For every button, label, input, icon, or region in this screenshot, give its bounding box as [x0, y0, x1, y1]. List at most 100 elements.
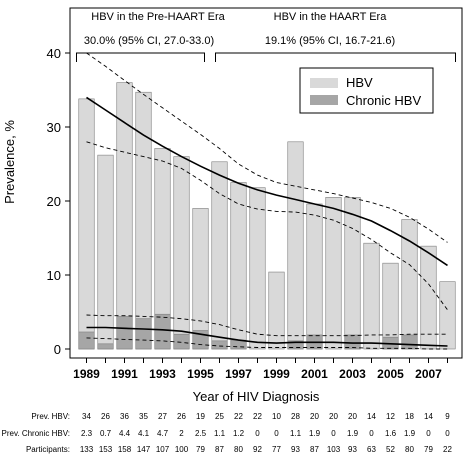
table-cell-r2-2004: 63 — [367, 445, 376, 454]
table-cell-r2-1991: 158 — [118, 445, 132, 454]
bar-hbv-2002 — [325, 197, 342, 350]
legend-swatch-hbv — [310, 78, 338, 88]
table-cell-r0-2008: 9 — [445, 412, 450, 421]
era-pre-haart-title: HBV in the Pre-HAART Era — [91, 11, 225, 23]
bar-chronic-hbv-2000 — [287, 340, 304, 350]
table-cell-r1-1994: 2 — [179, 429, 184, 438]
table-cell-r2-2007: 79 — [424, 445, 433, 454]
legend-box — [299, 67, 434, 114]
legend: HBV Chronic HBV — [299, 67, 434, 114]
bar-hbv-1994 — [173, 156, 190, 350]
bar-hbv-1995 — [192, 208, 209, 350]
table-cell-r2-2003: 93 — [348, 445, 357, 454]
bar-chronic-hbv-1993 — [154, 313, 171, 350]
era-haart-title: HBV in the HAART Era — [274, 11, 388, 23]
table-cell-r0-2004: 14 — [367, 412, 376, 421]
table-label-prev-hbv: Prev. HBV: — [31, 412, 70, 421]
table-cell-r2-2000: 93 — [291, 445, 300, 454]
x-tick-label-2001: 2001 — [301, 367, 328, 381]
y-tick-label-10: 10 — [47, 268, 61, 283]
bar-hbv-2008 — [439, 281, 456, 350]
table-cell-r1-2008: 0 — [445, 429, 450, 438]
table-cell-r2-1995: 79 — [196, 445, 205, 454]
table-cell-r1-1989: 2.3 — [81, 429, 93, 438]
bar-hbv-1990 — [97, 154, 114, 350]
table-cell-r0-1997: 22 — [234, 412, 243, 421]
table-cell-r0-2007: 14 — [424, 412, 433, 421]
bar-hbv-1999 — [268, 271, 285, 350]
bar-chronic-hbv-2003 — [344, 334, 361, 350]
table-cell-r0-2003: 20 — [348, 412, 357, 421]
bar-hbv-2005 — [382, 262, 399, 350]
x-tick-label-1995: 1995 — [187, 367, 214, 381]
table-cell-r2-1989: 133 — [80, 445, 94, 454]
table-cell-r1-2005: 1.6 — [385, 429, 397, 438]
table-cell-r1-1992: 4.1 — [138, 429, 150, 438]
table-cell-r0-1999: 10 — [272, 412, 281, 421]
trend-chronic-lower-ci — [86, 337, 448, 350]
x-tick-label-2005: 2005 — [377, 367, 404, 381]
table-cell-r1-2001: 1.9 — [309, 429, 321, 438]
table-cell-r1-2000: 1.1 — [290, 429, 302, 438]
table-cell-r0-1995: 19 — [196, 412, 205, 421]
table-cell-r2-2006: 80 — [405, 445, 414, 454]
table-cell-r2-1992: 147 — [137, 445, 151, 454]
trend-hbv-fit — [86, 96, 448, 267]
table-cell-r1-2002: 0 — [331, 429, 336, 438]
plot-area: 0 10 20 30 40 1989 1991 1993 1995 1997 1999 2001 200… — [47, 7, 463, 381]
table-cell-r1-1998: 0 — [255, 429, 260, 438]
bar-chronic-hbv-1989 — [78, 331, 95, 350]
era-bracket-0 — [76, 52, 205, 62]
table-cell-r2-2005: 52 — [386, 445, 395, 454]
table-cell-r1-2007: 0 — [426, 429, 431, 438]
table-cell-r0-1996: 25 — [215, 412, 224, 421]
table-cell-r0-1994: 26 — [177, 412, 186, 421]
y-tick-label-0: 0 — [54, 342, 61, 357]
table-cell-r2-1998: 92 — [253, 445, 262, 454]
table-cell-r0-2001: 20 — [310, 412, 319, 421]
bar-hbv-1997 — [230, 182, 247, 350]
table-cell-r1-1995: 2.5 — [195, 429, 207, 438]
bar-hbv-1996 — [211, 161, 228, 350]
y-tick-label-40: 40 — [47, 46, 61, 61]
table-cell-r1-1996: 1.1 — [214, 429, 226, 438]
table-cell-r1-2003: 1.9 — [347, 429, 359, 438]
table-cell-r1-1997: 1.2 — [233, 429, 245, 438]
bar-hbv-2000 — [287, 141, 304, 350]
x-axis-label: Year of HIV Diagnosis — [193, 389, 320, 404]
table-cell-r1-1993: 4.7 — [157, 429, 169, 438]
table-cell-r0-1990: 26 — [101, 412, 110, 421]
data-table: 34 26 36 35 27 26 19 25 22 22 10 28 20 20 20 14 12 18 14 92… — [80, 412, 453, 454]
table-cell-r0-2002: 20 — [329, 412, 338, 421]
table-cell-r1-2006: 1.9 — [404, 429, 416, 438]
table-cell-r2-1999: 77 — [272, 445, 281, 454]
trend-chronic-upper-ci — [86, 314, 448, 337]
x-tick-label-1989: 1989 — [73, 367, 100, 381]
table-cell-r1-1991: 4.4 — [119, 429, 131, 438]
trend-chronic-fit — [86, 326, 448, 347]
table-cell-r0-1993: 27 — [158, 412, 167, 421]
x-tick-label-1991: 1991 — [111, 367, 138, 381]
bar-chronic-hbv-2006 — [401, 334, 418, 350]
y-axis-label: Prevalence, % — [2, 120, 17, 204]
bar-chronic-hbv-1994 — [173, 333, 190, 350]
bar-hbv-2003 — [344, 197, 361, 350]
table-cell-r2-1994: 100 — [175, 445, 189, 454]
table-cell-r2-1996: 87 — [215, 445, 224, 454]
bar-hbv-1998 — [249, 187, 266, 350]
x-tick-label-2007: 2007 — [415, 367, 442, 381]
table-cell-r1-1999: 0 — [274, 429, 279, 438]
x-tick-label-1993: 1993 — [149, 367, 176, 381]
table-label-prev-chronic-hbv: Prev. Chronic HBV: — [2, 429, 70, 438]
x-tick-label-2003: 2003 — [339, 367, 366, 381]
table-cell-r2-1990: 153 — [99, 445, 113, 454]
legend-label-hbv: HBV — [346, 75, 373, 90]
bar-chronic-hbv-1996 — [211, 340, 228, 350]
table-cell-r2-2002: 103 — [327, 445, 341, 454]
table-cell-r0-1989: 34 — [82, 412, 91, 421]
plot-frame — [69, 7, 463, 359]
table-cell-r2-1993: 107 — [156, 445, 170, 454]
era-bracket-1 — [215, 52, 456, 62]
y-tick-label-30: 30 — [47, 120, 61, 135]
